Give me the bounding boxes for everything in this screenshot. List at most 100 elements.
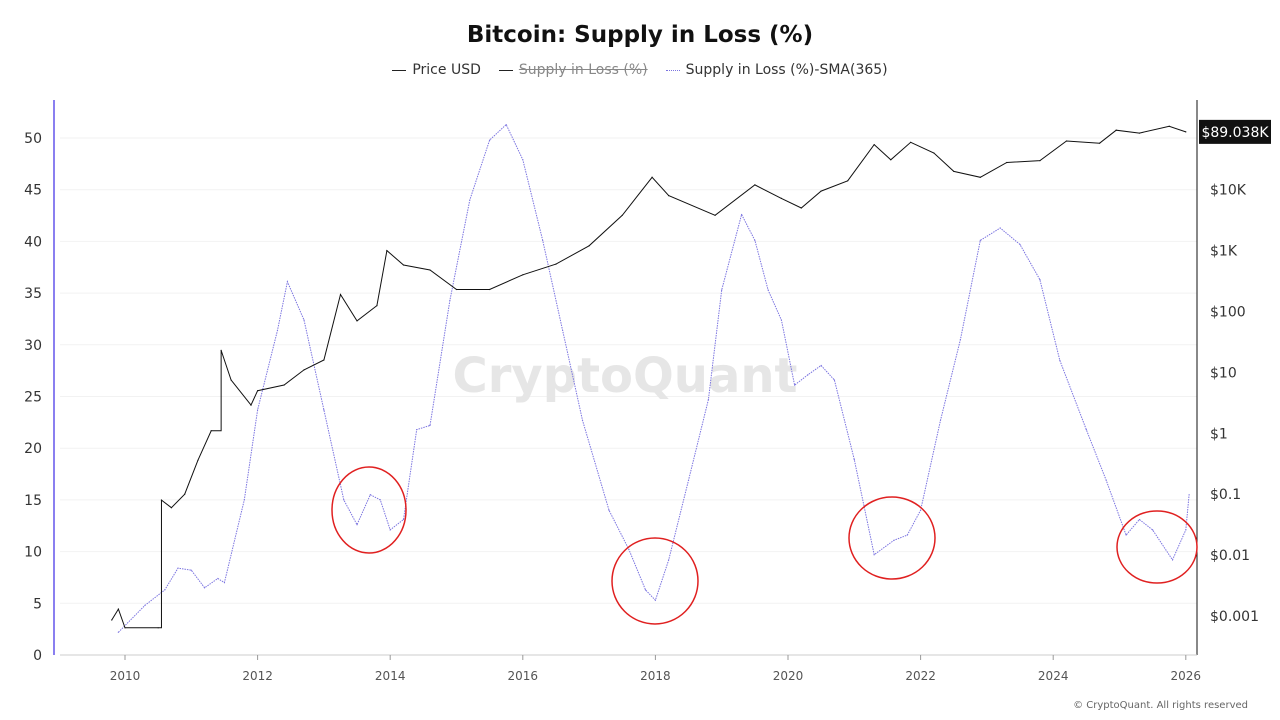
- price-data-point: [429, 269, 431, 271]
- price-data-point: [160, 499, 163, 501]
- y-left-tick-label: 35: [24, 286, 42, 302]
- price-data-point: [489, 288, 491, 291]
- sma-data-point: [203, 587, 206, 589]
- price-data-point: [820, 190, 822, 192]
- sma-data-point: [979, 239, 981, 241]
- last-price-badge: [1199, 119, 1271, 144]
- legend-label: Price USD: [412, 62, 481, 78]
- price-data-point: [257, 390, 259, 392]
- y-left-tick-label: 5: [33, 596, 42, 612]
- sma-data-point: [668, 559, 670, 561]
- y-right-tick-label: $1: [1210, 426, 1228, 442]
- y-left-tick-label: 20: [24, 441, 42, 457]
- sma-data-point: [1185, 529, 1187, 531]
- price-data-point: [910, 141, 912, 143]
- price-data-point: [124, 627, 126, 629]
- sma-data-point: [740, 213, 743, 216]
- sma-data-point: [323, 409, 325, 411]
- sma-data-point: [1188, 494, 1190, 496]
- sma-data-point: [1019, 243, 1021, 246]
- price-data-point: [157, 627, 159, 629]
- price-data-point: [184, 493, 186, 495]
- chart-title: Bitcoin: Supply in Loss (%): [466, 22, 814, 48]
- price-data-point: [455, 288, 458, 291]
- x-tick-label: 2024: [1038, 669, 1069, 683]
- sma-data-point: [489, 139, 491, 141]
- legend-swatch: [498, 69, 513, 71]
- sma-data-point: [1105, 479, 1107, 481]
- price-data-point: [714, 214, 716, 216]
- price-data-point: [1065, 140, 1068, 142]
- sma-data-point: [343, 499, 345, 501]
- sma-series-line: [118, 123, 1190, 633]
- legend-label: Supply in Loss (%)-SMA(365): [685, 62, 888, 78]
- annotation-circle: [1116, 510, 1198, 584]
- sma-data-point: [449, 299, 451, 301]
- annotation-circle: [848, 496, 936, 580]
- price-data-point: [800, 207, 802, 209]
- y-left-tick-label: 25: [24, 390, 42, 406]
- price-data-point: [668, 195, 670, 197]
- legend-item-supply-in-loss[interactable]: Supply in Loss (%): [498, 62, 648, 78]
- y-right-tick-label: $1K: [1210, 244, 1238, 260]
- sma-data-point: [873, 554, 875, 556]
- price-data-point: [117, 608, 119, 610]
- y-right-tick-label: $0.001: [1210, 609, 1259, 625]
- sma-data-point: [286, 281, 289, 283]
- price-data-point: [588, 245, 590, 247]
- sma-data-point: [276, 329, 279, 331]
- sma-data-point: [522, 159, 524, 161]
- sma-data-point: [1138, 518, 1140, 521]
- price-data-point: [847, 180, 849, 182]
- x-tick-label: 2010: [110, 669, 141, 683]
- sma-data-point: [920, 509, 922, 511]
- sma-data-point: [117, 631, 119, 633]
- y-right-tick-label: $100: [1210, 305, 1246, 321]
- annotation-circle: [331, 466, 407, 554]
- y-left-tick-label: 0: [33, 648, 42, 664]
- sma-data-point: [243, 499, 245, 501]
- price-data-point: [250, 404, 252, 406]
- legend-item-price[interactable]: Price USD: [392, 62, 481, 78]
- legend-swatch: [665, 69, 680, 71]
- sma-data-point: [687, 479, 690, 481]
- sma-data-point: [369, 494, 371, 496]
- price-data-point: [780, 197, 782, 199]
- sma-data-point: [177, 567, 179, 569]
- sma-data-point: [754, 239, 756, 241]
- y-right-tick-label: $10: [1210, 365, 1237, 381]
- sma-data-point: [217, 577, 219, 580]
- sma-data-point: [1152, 529, 1154, 531]
- sma-data-point: [223, 582, 226, 584]
- sma-data-point: [608, 509, 610, 511]
- price-data-point: [170, 507, 173, 509]
- price-data-point: [197, 459, 199, 461]
- price-data-point: [953, 170, 955, 172]
- sma-data-point: [906, 534, 908, 536]
- sma-data-point: [794, 384, 796, 386]
- x-tick-label: 2018: [640, 669, 671, 683]
- price-data-point: [339, 293, 342, 296]
- price-data-point: [754, 184, 756, 186]
- sma-data-point: [853, 458, 855, 461]
- price-data-point: [1168, 125, 1170, 127]
- price-data-point: [283, 384, 285, 386]
- price-data-point: [651, 176, 653, 178]
- sma-data-point: [505, 123, 507, 126]
- y-left-tick-label: 15: [24, 493, 42, 509]
- sma-data-point: [1125, 534, 1127, 536]
- price-data-point: [890, 159, 892, 161]
- sma-data-point: [644, 589, 647, 591]
- y-left-tick-label: 50: [24, 131, 42, 147]
- y-left-tick-label: 10: [24, 545, 42, 561]
- legend-item-sma[interactable]: Supply in Loss (%)-SMA(365): [665, 62, 888, 78]
- sma-data-point: [303, 319, 305, 321]
- price-data-point: [873, 144, 875, 146]
- copyright: © CryptoQuant. All rights reserved: [1073, 700, 1248, 711]
- sma-data-point: [628, 548, 630, 551]
- price-data-point: [1099, 142, 1101, 144]
- sma-data-point: [721, 289, 723, 291]
- y-left-tick-label: 45: [24, 183, 42, 199]
- price-data-point: [402, 264, 405, 266]
- price-data-point: [1185, 131, 1187, 133]
